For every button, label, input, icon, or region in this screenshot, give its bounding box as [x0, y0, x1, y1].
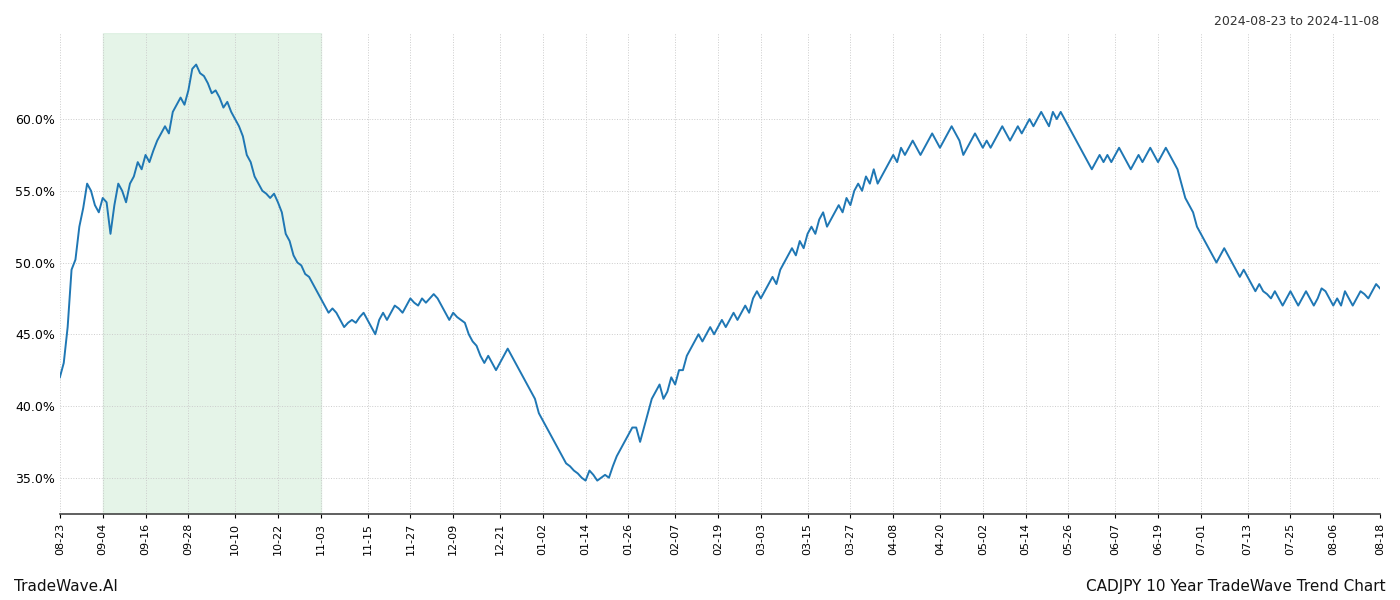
Bar [102, 33, 321, 514]
Text: TradeWave.AI: TradeWave.AI [14, 579, 118, 594]
Text: 2024-08-23 to 2024-11-08: 2024-08-23 to 2024-11-08 [1214, 15, 1379, 28]
Text: CADJPY 10 Year TradeWave Trend Chart: CADJPY 10 Year TradeWave Trend Chart [1086, 579, 1386, 594]
